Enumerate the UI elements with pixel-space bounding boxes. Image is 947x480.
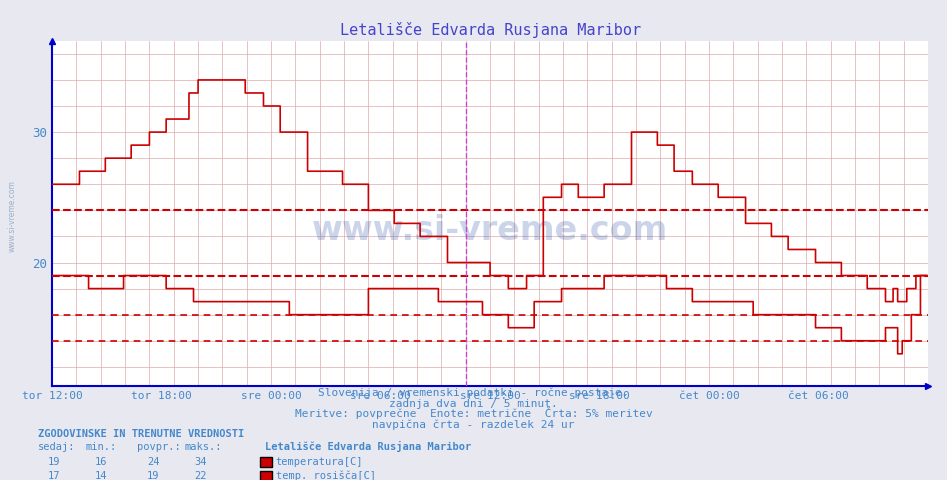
Text: navpična črta - razdelek 24 ur: navpična črta - razdelek 24 ur xyxy=(372,419,575,430)
Text: temperatura[C]: temperatura[C] xyxy=(276,456,363,467)
Text: 17: 17 xyxy=(47,471,60,480)
Text: Slovenija / vremenski podatki - ročne postaje.: Slovenija / vremenski podatki - ročne po… xyxy=(318,387,629,398)
Text: www.si-vreme.com: www.si-vreme.com xyxy=(8,180,17,252)
Text: maks.:: maks.: xyxy=(185,442,223,452)
Title: Letališče Edvarda Rusjana Maribor: Letališče Edvarda Rusjana Maribor xyxy=(340,22,640,38)
Text: 14: 14 xyxy=(95,471,107,480)
Text: min.:: min.: xyxy=(85,442,116,452)
Text: 22: 22 xyxy=(194,471,206,480)
Text: Meritve: povprečne  Enote: metrične  Črta: 5% meritev: Meritve: povprečne Enote: metrične Črta:… xyxy=(295,407,652,419)
Text: zadnja dva dni / 5 minut.: zadnja dva dni / 5 minut. xyxy=(389,398,558,408)
Text: 34: 34 xyxy=(194,456,206,467)
Text: Letališče Edvarda Rusjana Maribor: Letališče Edvarda Rusjana Maribor xyxy=(265,441,472,452)
Text: sedaj:: sedaj: xyxy=(38,442,76,452)
Text: 24: 24 xyxy=(147,456,159,467)
Text: 19: 19 xyxy=(47,456,60,467)
Text: www.si-vreme.com: www.si-vreme.com xyxy=(312,215,669,247)
Text: temp. rosišča[C]: temp. rosišča[C] xyxy=(276,470,376,480)
Text: ZGODOVINSKE IN TRENUTNE VREDNOSTI: ZGODOVINSKE IN TRENUTNE VREDNOSTI xyxy=(38,429,244,439)
Text: 16: 16 xyxy=(95,456,107,467)
Text: povpr.:: povpr.: xyxy=(137,442,181,452)
Text: 19: 19 xyxy=(147,471,159,480)
